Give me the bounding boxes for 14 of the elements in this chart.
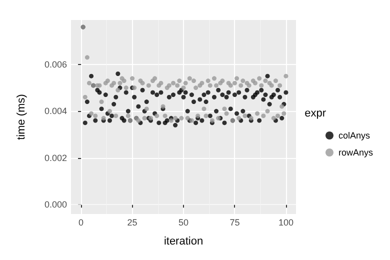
x-tick-label: 25	[127, 218, 138, 228]
legend-label: rowAnys	[338, 148, 374, 158]
x-tick-label: 0	[78, 218, 84, 228]
y-tick-label: 0.000	[44, 200, 67, 210]
y-tick-label: 0.002	[44, 152, 67, 163]
y-axis-title: time (ms)	[16, 94, 28, 140]
x-tick-label: 50	[178, 218, 189, 228]
x-tick-label: 75	[230, 218, 240, 228]
y-tick-label: 0.006	[44, 59, 67, 70]
x-axis-title: iteration	[164, 236, 204, 248]
y-tick-label: 0.004	[44, 106, 67, 116]
legend-label: colAnys	[338, 130, 371, 140]
x-tick-label: 100	[278, 218, 294, 228]
legend-title: expr	[304, 108, 326, 120]
